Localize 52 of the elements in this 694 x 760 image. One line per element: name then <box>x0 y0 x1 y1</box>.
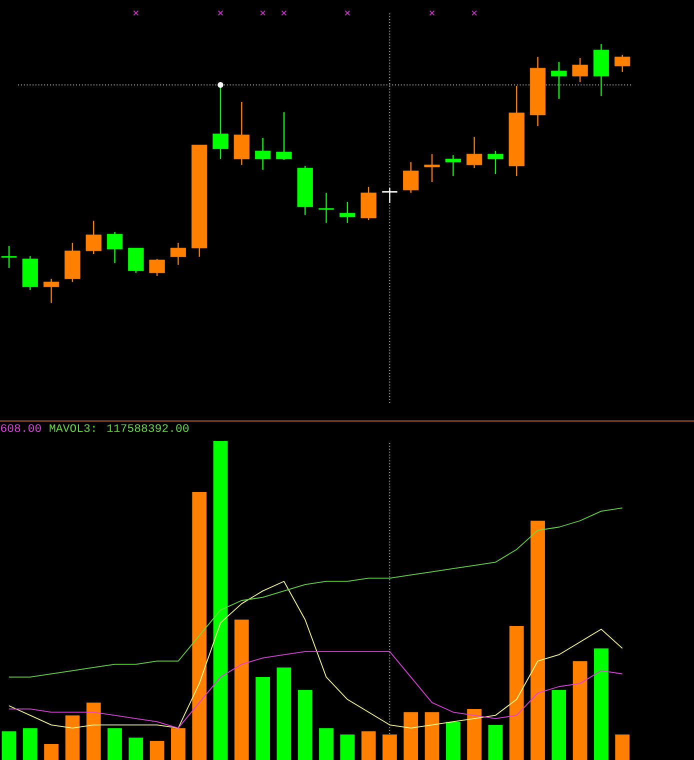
bar <box>256 677 270 760</box>
candlestick <box>381 187 398 204</box>
text: 608.00 <box>1 424 41 432</box>
candlestick <box>170 242 186 266</box>
bar <box>108 728 122 760</box>
candlestick <box>572 57 588 83</box>
bar <box>340 734 355 760</box>
bar <box>615 734 630 760</box>
candlestick <box>445 154 461 177</box>
bar <box>2 731 16 760</box>
bar <box>276 667 292 760</box>
bar <box>361 731 376 760</box>
bar <box>509 626 524 760</box>
candlestick <box>128 247 144 274</box>
candlestick <box>86 220 102 255</box>
candlestick <box>614 54 630 73</box>
bar <box>213 441 228 760</box>
bar <box>467 708 482 760</box>
candlestick <box>403 161 419 194</box>
bar <box>150 740 164 760</box>
bar <box>446 722 460 760</box>
bar <box>488 724 503 760</box>
candlestick <box>43 278 60 304</box>
candlestick <box>318 192 335 224</box>
bar <box>552 690 566 760</box>
candlestick <box>276 112 292 161</box>
bar <box>86 702 101 760</box>
bar <box>319 728 334 760</box>
candlestick <box>466 136 482 169</box>
candlestick <box>254 137 271 170</box>
candlestick <box>488 150 504 175</box>
candlestick <box>340 201 356 224</box>
bar <box>65 715 80 760</box>
candlestick <box>149 258 165 277</box>
candlestick <box>551 61 567 100</box>
bar <box>22 728 38 760</box>
bar <box>44 744 58 760</box>
bar <box>424 712 440 760</box>
bar <box>192 492 207 760</box>
text: MAVOL3: 117588392.00 <box>50 424 189 432</box>
candlestick <box>106 231 123 264</box>
bar <box>298 690 312 760</box>
bar <box>404 712 418 760</box>
bar <box>530 520 545 760</box>
bar <box>382 734 397 760</box>
bar <box>234 620 249 760</box>
candlestick <box>0 245 18 269</box>
bar <box>128 738 144 760</box>
bar <box>594 648 608 760</box>
bar <box>572 661 588 760</box>
bar <box>171 728 186 760</box>
candlestick <box>424 153 440 183</box>
